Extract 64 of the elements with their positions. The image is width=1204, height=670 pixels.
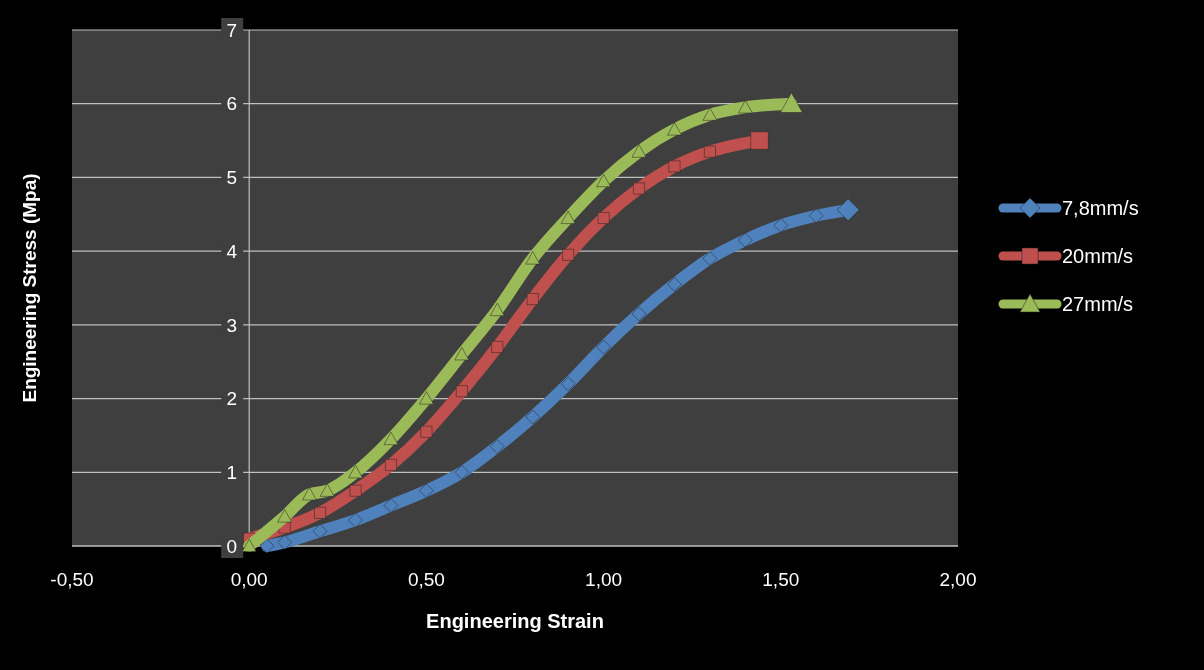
point [596,339,611,355]
point [667,277,682,292]
point [455,385,468,398]
point [419,391,434,405]
point [526,293,539,305]
point [808,208,824,224]
point [490,439,505,454]
x-tick-label: 2,00 [939,569,977,590]
point [631,144,647,158]
y-axis-title: Engineering Stress (Mpa) [19,173,40,403]
x-axis-title: Engineering Strain [426,610,604,632]
point [419,483,434,498]
point [348,512,363,528]
point [738,100,753,114]
legend-label: 7,8mm/s [1062,197,1139,219]
y-tick-label: 7 [226,19,238,41]
point [738,232,753,248]
point [525,251,540,265]
point [560,376,576,392]
x-tick-label: 0,00 [230,569,268,590]
y-tick-label: 4 [226,240,238,262]
y-tick-label: 3 [226,314,238,336]
point [302,487,317,501]
point [277,509,292,523]
point [773,218,789,233]
point [277,535,292,550]
point [385,459,397,471]
x-tick-label: -0,50 [50,569,94,590]
y-tick-label: 5 [226,167,238,189]
point [491,341,504,353]
point [241,538,257,552]
point [349,484,362,497]
y-tick-label: 2 [226,388,238,410]
point [319,483,335,497]
y-tick-label: 0 [226,535,238,557]
y-tick-label: 1 [226,461,238,483]
y-tick-label: 6 [226,93,238,115]
point [259,538,275,554]
point [454,347,470,361]
point [383,498,399,513]
legend-label: 20mm/s [1062,245,1134,267]
x-tick-label: 0,50 [407,569,445,590]
point [454,465,470,480]
point [702,107,718,121]
x-tick-label: 1,50 [762,569,800,590]
point [596,173,611,187]
point [631,306,647,322]
point [633,182,645,195]
point [312,524,328,539]
legend-label: 27mm/s [1062,293,1134,315]
point [667,122,682,136]
point [348,465,363,479]
point [525,409,540,425]
point [420,425,433,438]
point [314,506,326,519]
point [668,160,681,173]
x-tick-label: 1,00 [585,569,623,590]
point [562,248,575,261]
point [597,212,610,224]
point [704,145,716,158]
point [702,251,718,266]
point [490,302,505,316]
point [383,431,399,445]
point [560,210,576,224]
